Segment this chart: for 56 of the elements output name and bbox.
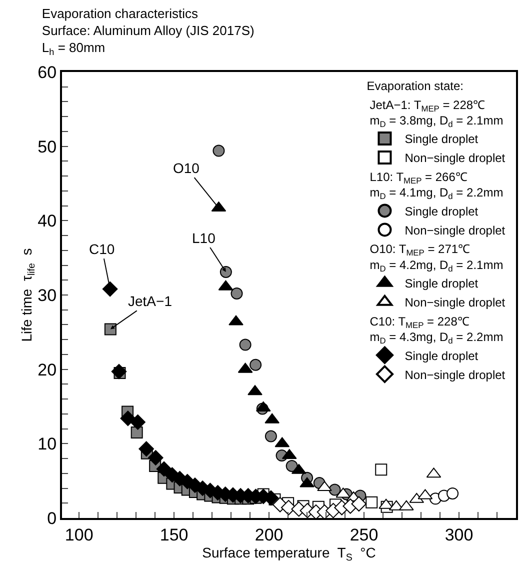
annotation: L10: [192, 230, 216, 246]
x-tick-label: 150: [160, 525, 188, 544]
point: [366, 496, 378, 508]
legend-label: Non−single droplet: [404, 368, 506, 382]
point: [130, 426, 143, 439]
x-tick-label: 300: [444, 525, 474, 544]
point: [148, 450, 164, 466]
annotation: O10: [173, 160, 200, 176]
annotation: C10: [89, 241, 115, 257]
point: [138, 441, 154, 457]
y-tick-label: 40: [38, 212, 57, 231]
x-tick-label: 200: [254, 525, 284, 544]
point: [351, 496, 367, 512]
y-tick-label: 50: [38, 137, 57, 156]
point: [239, 338, 252, 351]
point: [102, 281, 118, 297]
legend-label: Non−single droplet: [404, 223, 506, 238]
point: [317, 481, 332, 492]
point: [156, 461, 172, 477]
y-tick-label: 20: [38, 360, 57, 380]
y-tick-label: 60: [38, 62, 57, 82]
y-tick-label: 10: [38, 434, 57, 454]
y-tick-label: 30: [38, 286, 57, 305]
legend-label: Single droplet: [404, 348, 479, 363]
text: O10: T$_{MEP}$ = 271℃ m$_{D}$ = 4.2mg, D$_{d}$ = 2.1mm: [370, 242, 504, 274]
text: L10: T$_{MEP}$ = 266℃ m$_{D}$ = 4.1mg, D$_{d}$ = 2.2mm: [370, 170, 504, 202]
point: [104, 323, 116, 336]
chart-title: Evaporation characteristics: [42, 6, 198, 22]
point: [230, 288, 243, 300]
point: [264, 430, 277, 442]
point: [130, 414, 146, 430]
point: [111, 364, 127, 380]
point: [250, 358, 262, 371]
point: [248, 385, 262, 396]
legend-label: Non−single droplet: [404, 296, 506, 310]
x-tick-label: 250: [350, 525, 378, 544]
legend-title: Evaporation state:: [366, 78, 464, 93]
point: [212, 144, 225, 157]
x-tick-label: 100: [64, 525, 94, 544]
point: [375, 464, 388, 476]
legend-label: Non−single droplet: [404, 151, 506, 166]
legend-label: Single droplet: [404, 276, 479, 291]
point: [228, 315, 244, 326]
point: [300, 477, 314, 488]
text: JetA−1: T$_{MEP}$ = 228℃ m$_{D}$ = 3.8mg, D$_{d}$ = 2.1mm: [370, 98, 504, 129]
text: C10: T$_{MEP}$ = 228℃ m$_{D}$ = 4.3mg, D$_{d}$ = 2.2mm: [370, 314, 504, 346]
y-tick-label: 0: [47, 508, 57, 528]
point: [446, 487, 459, 500]
legend-label: Single droplet: [404, 204, 479, 218]
chart-subtitle: Surface: Aluminum Alloy (JIS 2017S) L$_{h}$ = 80mm: [42, 23, 254, 57]
point: [286, 460, 298, 472]
point: [378, 498, 394, 509]
annotation: JetA−1: [128, 293, 172, 309]
legend-label: Single droplet: [404, 132, 479, 146]
point: [120, 410, 136, 426]
x-axis-title: Surface temperature T$_{S}$ °C: [202, 544, 376, 564]
